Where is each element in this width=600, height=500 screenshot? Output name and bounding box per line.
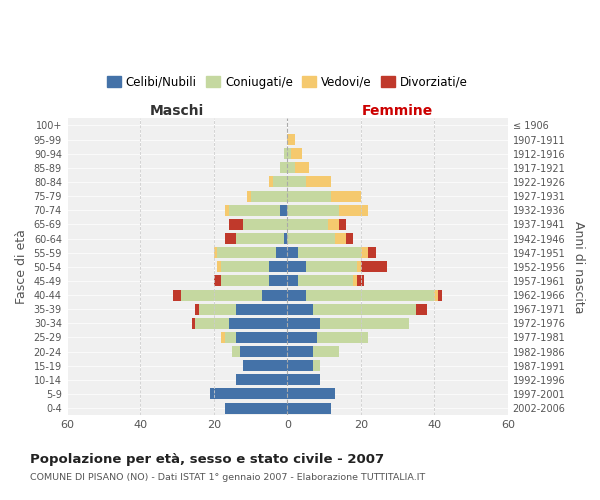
Bar [305, 176, 331, 188]
Legend: Celibi/Nubili, Coniugati/e, Vedovi/e, Divorziati/e: Celibi/Nubili, Coniugati/e, Vedovi/e, Di… [102, 71, 473, 94]
Bar [291, 148, 302, 159]
Bar [221, 276, 269, 286]
Bar [284, 148, 287, 159]
Text: COMUNE DI PISANO (NO) - Dati ISTAT 1° gennaio 2007 - Elaborazione TUTTITALIA.IT: COMUNE DI PISANO (NO) - Dati ISTAT 1° ge… [30, 472, 425, 482]
Bar [239, 346, 287, 357]
Bar [236, 332, 287, 343]
Bar [287, 219, 328, 230]
Bar [287, 262, 305, 272]
Bar [346, 233, 353, 244]
Bar [335, 233, 346, 244]
Bar [287, 176, 305, 188]
Bar [287, 346, 313, 357]
Bar [298, 276, 353, 286]
Bar [284, 233, 287, 244]
Bar [287, 134, 295, 145]
Bar [287, 204, 339, 216]
Bar [225, 332, 236, 343]
Bar [199, 304, 236, 314]
Bar [287, 247, 298, 258]
Bar [269, 262, 287, 272]
Bar [225, 402, 287, 413]
Bar [217, 262, 221, 272]
Bar [287, 148, 291, 159]
Bar [328, 219, 339, 230]
Bar [287, 388, 335, 400]
Y-axis label: Fasce di età: Fasce di età [15, 230, 28, 304]
Bar [243, 219, 287, 230]
Bar [287, 162, 295, 173]
Bar [236, 304, 287, 314]
Bar [438, 290, 442, 300]
Text: Maschi: Maschi [150, 104, 204, 118]
Bar [361, 262, 386, 272]
Bar [313, 360, 320, 371]
Bar [210, 388, 287, 400]
Bar [225, 204, 229, 216]
Bar [305, 290, 434, 300]
Bar [287, 360, 313, 371]
Bar [287, 374, 320, 386]
Y-axis label: Anni di nascita: Anni di nascita [572, 220, 585, 313]
Bar [229, 204, 280, 216]
Bar [229, 219, 243, 230]
Bar [232, 346, 239, 357]
Bar [221, 332, 225, 343]
Bar [192, 318, 196, 329]
Bar [287, 318, 320, 329]
Bar [280, 204, 287, 216]
Bar [416, 304, 427, 314]
Bar [287, 276, 298, 286]
Bar [225, 233, 236, 244]
Bar [313, 346, 339, 357]
Bar [269, 276, 287, 286]
Bar [339, 219, 346, 230]
Bar [214, 247, 217, 258]
Bar [173, 290, 181, 300]
Bar [434, 290, 438, 300]
Bar [313, 304, 416, 314]
Bar [287, 332, 317, 343]
Bar [298, 247, 361, 258]
Bar [320, 318, 409, 329]
Bar [247, 190, 251, 202]
Bar [295, 162, 310, 173]
Bar [287, 190, 331, 202]
Bar [287, 290, 305, 300]
Bar [361, 247, 368, 258]
Bar [357, 276, 364, 286]
Bar [236, 233, 284, 244]
Bar [214, 276, 221, 286]
Bar [305, 262, 357, 272]
Bar [217, 247, 276, 258]
Bar [196, 304, 199, 314]
Bar [251, 190, 287, 202]
Bar [221, 262, 269, 272]
Bar [280, 162, 287, 173]
Bar [262, 290, 287, 300]
Bar [287, 402, 331, 413]
Bar [331, 190, 361, 202]
Bar [243, 360, 287, 371]
Bar [181, 290, 262, 300]
Bar [276, 247, 287, 258]
Bar [353, 276, 357, 286]
Bar [236, 374, 287, 386]
Bar [272, 176, 287, 188]
Bar [317, 332, 368, 343]
Bar [269, 176, 272, 188]
Bar [368, 247, 376, 258]
Bar [287, 304, 313, 314]
Bar [287, 233, 335, 244]
Bar [339, 204, 368, 216]
Bar [196, 318, 229, 329]
Text: Femmine: Femmine [362, 104, 433, 118]
Text: Popolazione per età, sesso e stato civile - 2007: Popolazione per età, sesso e stato civil… [30, 452, 384, 466]
Bar [229, 318, 287, 329]
Bar [357, 262, 361, 272]
